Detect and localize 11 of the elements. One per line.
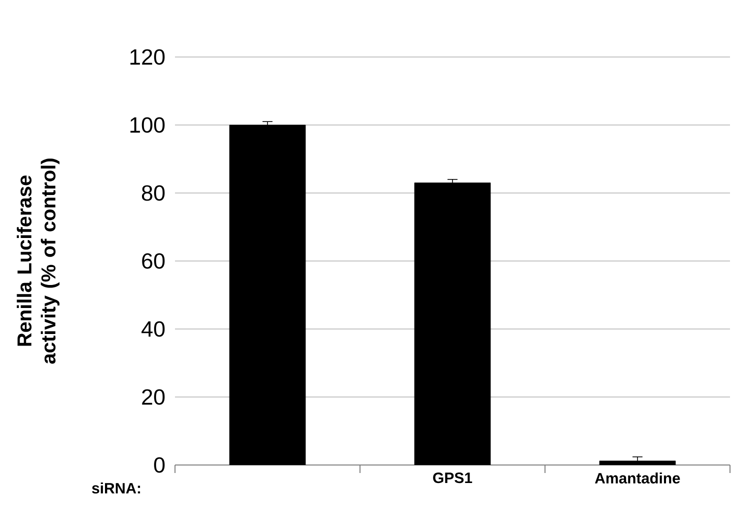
y-tick-label: 20 (142, 389, 165, 405)
y-tick-label: 40 (142, 321, 165, 337)
y-tick-label: 120 (130, 49, 165, 65)
y-tick-label: 100 (130, 117, 165, 133)
x-axis-title: siRNA: (92, 482, 140, 494)
y-tick-label: 80 (142, 185, 165, 201)
x-tick-label: GPS1 (433, 472, 472, 484)
y-axis-title: Renilla Luciferase activity (% of control) (16, 158, 60, 364)
y-tick-label: 60 (142, 253, 165, 269)
y-tick-label: 0 (154, 457, 165, 473)
x-tick-label: Amantadine (594, 472, 680, 484)
